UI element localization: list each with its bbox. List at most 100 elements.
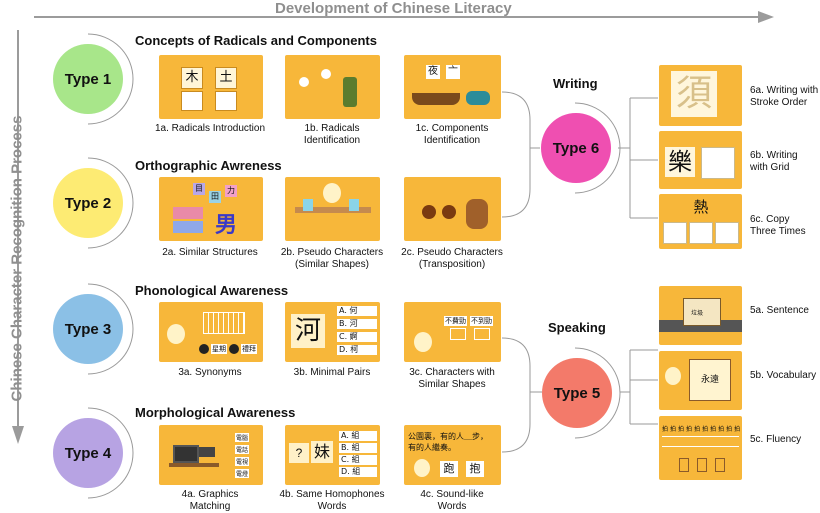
type6-circle: Type 6 bbox=[541, 113, 611, 183]
cup-left bbox=[303, 199, 313, 211]
structure-card: 田 bbox=[209, 191, 221, 203]
side-axis-title: Chinese Character Recognition Process bbox=[8, 115, 26, 402]
fluency-char: 拍 bbox=[702, 426, 710, 433]
thumbnail-2c bbox=[404, 177, 501, 241]
thumbnail-5a: 垃圾 bbox=[659, 286, 742, 345]
structure-card: 目 bbox=[193, 183, 205, 195]
computer-icon bbox=[173, 445, 199, 463]
word-card: 禮拜 bbox=[241, 344, 257, 354]
caption-4b-line1: 4b. Same Homophones bbox=[279, 489, 385, 500]
road bbox=[659, 320, 742, 332]
type5-arc bbox=[574, 347, 621, 439]
fluency-divider bbox=[662, 446, 739, 447]
section-title-radicals: Concepts of Radicals and Components bbox=[135, 33, 377, 48]
type5-circle: Type 5 bbox=[542, 358, 612, 428]
caption-1c-line1: 1c. Components bbox=[415, 123, 489, 134]
thumbnail-5c: 拍 拍 拍 拍 拍 拍 拍 拍 拍 拍 bbox=[659, 416, 742, 480]
desk-icon bbox=[169, 463, 219, 467]
acorn-icon bbox=[442, 205, 456, 219]
caption-1c-line2: Identification bbox=[423, 135, 481, 146]
writing-grid bbox=[701, 147, 735, 179]
copy-grid-3 bbox=[715, 222, 739, 244]
squirrel-icon bbox=[466, 199, 488, 229]
caption-2b-line2: (Similar Shapes) bbox=[295, 259, 369, 270]
option-a: A. 何 bbox=[337, 306, 377, 316]
section-title-writing: Writing bbox=[553, 76, 598, 91]
thumbnail-1c: 夜 亠 bbox=[404, 55, 501, 119]
option-b: B. 河 bbox=[337, 319, 377, 329]
tile-dot bbox=[299, 77, 309, 87]
mic-icon bbox=[715, 458, 725, 472]
speaking-bracket-bottom bbox=[501, 392, 531, 453]
caption-6a-line2: Stroke Order bbox=[750, 97, 808, 108]
caption-4a-line1: 4a. Graphics bbox=[181, 489, 239, 500]
thumbnail-3a: 星期 禮拜 bbox=[159, 302, 263, 362]
tile-dot bbox=[321, 69, 331, 79]
fluency-char: 拍 bbox=[678, 426, 686, 433]
caption-4c-line1: 4c. Sound-like bbox=[420, 489, 484, 500]
fluency-char: 拍 bbox=[694, 426, 702, 433]
caption-3a: 3a. Synonyms bbox=[178, 367, 242, 378]
ball-icon bbox=[199, 344, 209, 354]
word-card: 不到勁 bbox=[470, 316, 493, 326]
section-title-speaking: Speaking bbox=[548, 320, 606, 335]
word-card: 電腦 bbox=[235, 433, 250, 442]
fluency-divider bbox=[662, 436, 739, 437]
caption-3c-line2: Similar Shapes bbox=[418, 379, 486, 390]
word-card: 不費勁 bbox=[444, 316, 467, 326]
caption-5b: 5b. Vocabulary bbox=[750, 370, 817, 381]
character-face bbox=[167, 324, 185, 344]
thumbnail-3c: 不費勁 不到勁 bbox=[404, 302, 501, 362]
caption-2c-line2: (Transposition) bbox=[418, 259, 486, 270]
cannon-icon bbox=[466, 91, 490, 105]
acorn-icon bbox=[422, 205, 436, 219]
section-title-morphological: Morphological Awareness bbox=[135, 405, 296, 420]
writing-bracket-bottom bbox=[501, 148, 531, 218]
mic-icon bbox=[697, 458, 707, 472]
goal-net bbox=[203, 312, 245, 334]
caption-3b: 3b. Minimal Pairs bbox=[293, 367, 371, 378]
thumbnail-4a: 電腦 電話 電視 電燈 bbox=[159, 425, 263, 485]
boat-icon bbox=[412, 93, 460, 105]
side-arrow-head bbox=[12, 426, 24, 444]
top-axis-title: Development of Chinese Literacy bbox=[275, 0, 512, 17]
mic-icon bbox=[679, 458, 689, 472]
thumbnail-4b: ? 妹 A. 組 B. 組 C. 組 D. 組 bbox=[285, 425, 380, 485]
radical-card-earth: 土 bbox=[215, 67, 237, 89]
tv-icon bbox=[199, 447, 215, 457]
caption-6b-line1: 6b. Writing bbox=[750, 150, 798, 161]
type1-circle: Type 1 bbox=[53, 44, 123, 114]
caption-6c-line1: 6c. Copy bbox=[750, 214, 790, 225]
copy-character: 熱 bbox=[693, 198, 709, 216]
caption-4b-line2: Words bbox=[317, 501, 347, 512]
thumbnail-6b: 樂 bbox=[659, 131, 742, 189]
option-d: D. 組 bbox=[339, 467, 377, 477]
choice-card: 抱 bbox=[466, 461, 484, 477]
option-c: C. 婀 bbox=[337, 332, 377, 342]
radical-card-wood: 木 bbox=[181, 67, 203, 89]
character-face bbox=[665, 367, 681, 385]
option-c: C. 組 bbox=[339, 455, 377, 465]
caption-1a: 1a. Radicals Introduction bbox=[154, 123, 266, 134]
word-card: 電話 bbox=[235, 445, 250, 454]
swatter-icon bbox=[343, 77, 357, 107]
thumbnail-4c: 公園裏，有的人＿步， 有的人繼奏。 跑 抱 bbox=[404, 425, 501, 485]
sentence-line2: 有的人繼奏。 bbox=[408, 443, 456, 452]
character-face bbox=[414, 459, 430, 477]
structure-block-bottom bbox=[173, 221, 203, 233]
caption-6a-line1: 6a. Writing with bbox=[750, 85, 819, 96]
fluency-char: 拍 bbox=[734, 426, 742, 433]
top-arrow-head bbox=[758, 11, 774, 23]
copy-grid-1 bbox=[663, 222, 687, 244]
word-card: 電燈 bbox=[235, 469, 250, 478]
caption-3c-line1: 3c. Characters with bbox=[409, 367, 495, 378]
main-character: 男 bbox=[215, 213, 238, 238]
speaking-bracket-top bbox=[501, 337, 531, 392]
type3-arc bbox=[87, 283, 134, 375]
thumbnail-1a: 木 土 bbox=[159, 55, 263, 119]
caption-1b-line1: 1b. Radicals bbox=[304, 123, 360, 134]
type4-arc bbox=[87, 407, 134, 499]
caption-2b-line1: 2b. Pseudo Characters bbox=[280, 247, 384, 258]
basket-right bbox=[474, 328, 490, 340]
option-a: A. 組 bbox=[339, 431, 377, 441]
